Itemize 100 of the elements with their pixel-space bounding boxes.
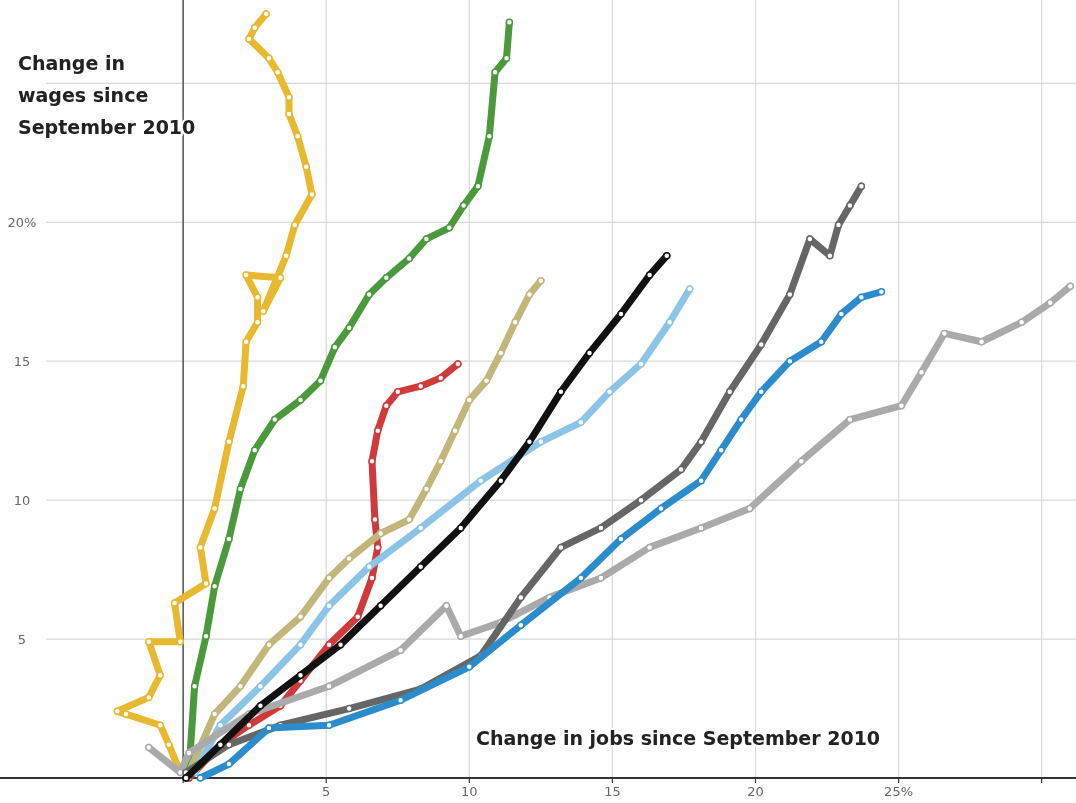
- y-tick-label: 5: [17, 631, 27, 647]
- point: [645, 543, 654, 552]
- point: [196, 543, 205, 552]
- point: [325, 574, 333, 582]
- point: [537, 438, 545, 446]
- point: [436, 374, 445, 382]
- point: [365, 290, 373, 299]
- point: [122, 710, 130, 718]
- point: [250, 24, 259, 32]
- point: [345, 704, 353, 713]
- point: [316, 376, 325, 385]
- y-tick-label: 10: [13, 492, 31, 508]
- point: [837, 310, 846, 318]
- point: [557, 388, 565, 396]
- point: [291, 221, 299, 229]
- point: [394, 388, 402, 396]
- x-tick-label: 20: [747, 784, 764, 799]
- point: [242, 271, 250, 279]
- y-tick-label: 20%: [7, 214, 37, 230]
- point: [170, 599, 179, 607]
- point: [725, 388, 734, 396]
- point: [797, 457, 806, 465]
- point: [817, 338, 826, 346]
- point: [365, 563, 373, 571]
- point: [242, 338, 250, 346]
- point: [637, 496, 645, 504]
- point: [236, 682, 245, 691]
- point: [697, 438, 705, 446]
- point: [416, 524, 425, 532]
- point: [296, 396, 305, 404]
- point: [465, 663, 474, 671]
- point: [396, 696, 405, 704]
- point: [405, 254, 413, 263]
- point: [505, 18, 514, 26]
- point: [285, 110, 293, 118]
- point: [737, 415, 745, 424]
- point: [459, 201, 468, 210]
- point: [436, 457, 445, 465]
- point: [663, 251, 671, 260]
- point: [245, 35, 253, 43]
- point: [525, 438, 534, 446]
- point: [325, 682, 333, 691]
- point: [511, 318, 519, 327]
- point: [196, 774, 205, 782]
- point: [525, 290, 534, 299]
- point: [717, 446, 725, 454]
- point: [325, 601, 333, 610]
- point: [786, 290, 794, 299]
- point: [145, 638, 153, 646]
- point: [225, 760, 233, 768]
- point: [325, 640, 333, 649]
- point: [1017, 318, 1026, 327]
- point: [282, 251, 290, 260]
- point: [250, 446, 259, 454]
- point: [382, 274, 391, 282]
- point: [165, 740, 173, 749]
- x-tick-label: 25%: [884, 784, 914, 799]
- point: [597, 574, 605, 582]
- point: [517, 621, 525, 629]
- point: [262, 10, 270, 18]
- point: [846, 415, 854, 424]
- point: [474, 182, 482, 190]
- point: [786, 357, 794, 365]
- point: [285, 93, 293, 101]
- point: [336, 640, 345, 649]
- point: [422, 235, 431, 243]
- point: [465, 396, 474, 404]
- point: [557, 543, 565, 552]
- point: [145, 743, 153, 752]
- point: [477, 476, 485, 485]
- x-tick-label: 15: [604, 784, 621, 799]
- x-tick-label: 10: [461, 784, 478, 799]
- point: [225, 438, 233, 446]
- point: [345, 554, 353, 563]
- point: [497, 476, 505, 485]
- point: [877, 288, 886, 296]
- point: [617, 310, 625, 318]
- point: [416, 382, 425, 390]
- point: [345, 324, 353, 332]
- point: [225, 535, 233, 543]
- point: [645, 271, 654, 279]
- point: [296, 613, 305, 621]
- point: [210, 582, 219, 591]
- point: [308, 190, 316, 199]
- point: [396, 646, 405, 654]
- point: [834, 221, 843, 229]
- point: [977, 338, 986, 346]
- point: [806, 235, 814, 243]
- point: [296, 640, 305, 649]
- point: [145, 693, 153, 702]
- point: [757, 388, 765, 396]
- point: [857, 182, 866, 190]
- point: [156, 721, 165, 729]
- point: [697, 476, 705, 485]
- point: [517, 593, 525, 602]
- point: [697, 524, 705, 532]
- point: [416, 563, 425, 571]
- point: [585, 349, 594, 357]
- point: [210, 504, 219, 513]
- point: [325, 721, 333, 729]
